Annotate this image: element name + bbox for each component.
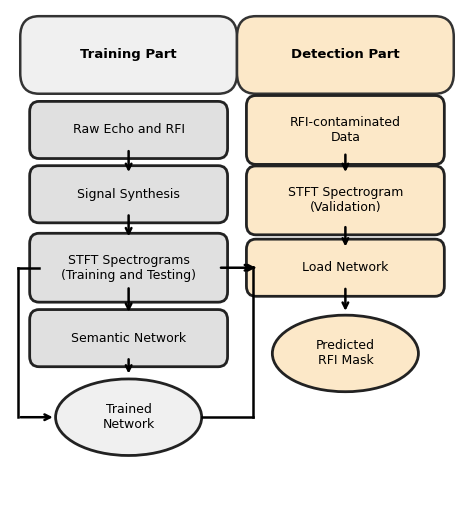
FancyBboxPatch shape	[246, 95, 444, 164]
Text: RFI-contaminated
Data: RFI-contaminated Data	[290, 116, 401, 144]
FancyBboxPatch shape	[237, 16, 454, 94]
FancyBboxPatch shape	[30, 309, 228, 367]
FancyBboxPatch shape	[30, 166, 228, 223]
Text: Raw Echo and RFI: Raw Echo and RFI	[73, 124, 184, 136]
FancyBboxPatch shape	[246, 166, 444, 235]
FancyBboxPatch shape	[30, 102, 228, 159]
FancyBboxPatch shape	[246, 239, 444, 297]
FancyBboxPatch shape	[20, 16, 237, 94]
Text: Semantic Network: Semantic Network	[71, 331, 186, 345]
Ellipse shape	[55, 379, 201, 456]
Text: Training Part: Training Part	[80, 48, 177, 62]
Text: STFT Spectrograms
(Training and Testing): STFT Spectrograms (Training and Testing)	[61, 254, 196, 282]
Text: Load Network: Load Network	[302, 261, 389, 274]
Text: Predicted
RFI Mask: Predicted RFI Mask	[316, 340, 375, 367]
FancyBboxPatch shape	[30, 233, 228, 302]
Ellipse shape	[273, 315, 419, 392]
Text: Detection Part: Detection Part	[291, 48, 400, 62]
Text: Trained
Network: Trained Network	[102, 403, 155, 431]
Text: STFT Spectrogram
(Validation): STFT Spectrogram (Validation)	[288, 186, 403, 214]
Text: Signal Synthesis: Signal Synthesis	[77, 188, 180, 201]
